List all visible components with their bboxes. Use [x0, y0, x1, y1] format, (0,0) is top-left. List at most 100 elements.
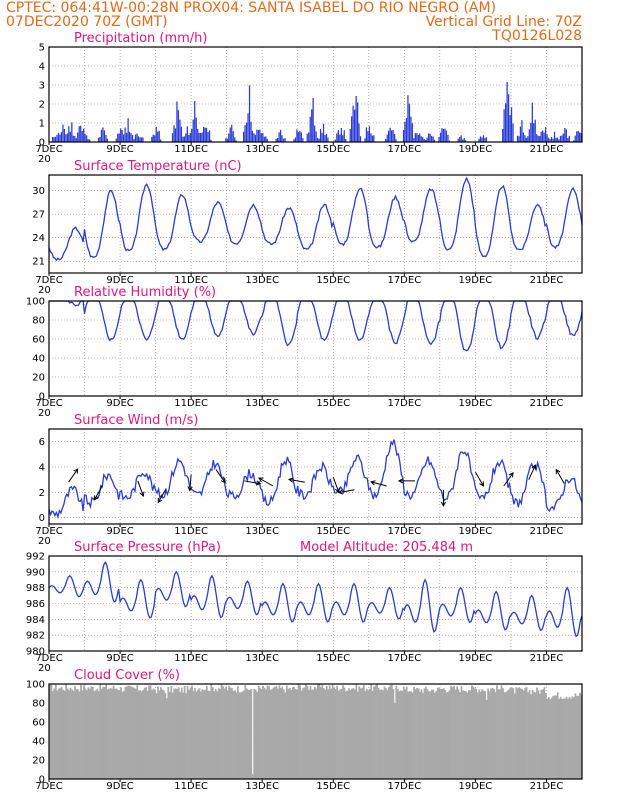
xtick-label: 15DEC [316, 144, 350, 155]
wind-arrow [440, 489, 447, 507]
cloud-bar [413, 686, 415, 779]
xtick-label: 21DEC [530, 144, 564, 155]
cloud-bar [201, 689, 204, 779]
cloud-bar [333, 687, 336, 779]
cloud-bar [450, 685, 452, 779]
cloud-bar [121, 691, 124, 779]
precip-bar [225, 138, 227, 142]
precip-bar [302, 138, 304, 142]
cloud-bar [454, 689, 457, 779]
cloud-bar [370, 684, 373, 779]
precip-bar [533, 123, 535, 142]
cloud-bar [497, 689, 500, 779]
cloud-bar [404, 689, 407, 779]
cloud-bar [152, 688, 155, 779]
precip-bar [565, 129, 567, 142]
xtick-label: 7DEC [35, 144, 62, 155]
cloud-bar [345, 691, 347, 779]
cloud-bar [226, 690, 229, 779]
cloud-bar [72, 690, 75, 779]
precip-bar [118, 133, 120, 142]
precip-bar [229, 127, 231, 142]
precip-bar [417, 135, 419, 142]
cloud-bar [100, 688, 103, 779]
ytick-label: 990 [26, 567, 45, 578]
cloud-bar [351, 688, 353, 779]
ytick-label: 60 [32, 718, 45, 729]
wind-line [48, 439, 583, 520]
precip-bar [296, 129, 298, 142]
cloud-bar [580, 694, 583, 779]
wind-arrow [68, 468, 79, 483]
precip-bar [322, 123, 325, 142]
cloud-bar [302, 688, 304, 779]
precip-bar [334, 139, 336, 142]
cloud-bar [519, 688, 522, 779]
precip-bar [278, 132, 280, 142]
cloud-bar [50, 684, 53, 779]
precip-bar [60, 132, 63, 142]
xtick-label: 7DEC [35, 653, 62, 664]
cloud-bar [505, 692, 507, 779]
precip-bar [536, 134, 538, 142]
cloud-bar [174, 688, 177, 779]
precip-bar [127, 118, 129, 142]
cloud-bar [207, 690, 210, 779]
precip-bar [87, 139, 89, 142]
ytick-label: 0 [39, 775, 45, 786]
precip-bar [299, 130, 301, 142]
precip-bar [128, 131, 131, 142]
cloud-bar [222, 686, 224, 779]
precip-bar [263, 136, 265, 142]
precip-bar [339, 134, 341, 142]
cloud-bar [311, 689, 313, 779]
cloud-bar [118, 690, 121, 779]
cloud-bar [473, 688, 476, 779]
precip-bar [542, 130, 544, 142]
precip-bar [460, 135, 462, 142]
cloud-bar [158, 690, 161, 779]
cloud-bar [211, 687, 214, 779]
xtick-stub: 20 [38, 663, 51, 674]
cloud-bar [99, 684, 102, 779]
precip-bar [174, 128, 177, 142]
xtick-label: 17DEC [387, 781, 421, 792]
cloud-bar [571, 696, 574, 779]
precip-bar [325, 133, 328, 142]
header-line2-left: 07DEC2020 70Z (GMT) [6, 14, 168, 30]
precip-bar [580, 133, 582, 142]
cloud-bar [164, 692, 167, 779]
cloud-bar [197, 689, 199, 779]
panel-title: Relative Humidity (%) [74, 285, 216, 300]
cloud-bar [78, 691, 81, 779]
panel-title: Surface Temperature (nC) [74, 159, 242, 174]
cloud-bar [259, 687, 261, 779]
precip-bar [282, 138, 285, 142]
xtick-label: 19DEC [459, 653, 493, 664]
cloud-bar [565, 697, 568, 779]
cloud-bar [553, 695, 556, 779]
precip-bar [321, 132, 323, 142]
cloud-bar [49, 684, 51, 779]
precip-bar [75, 138, 77, 142]
panel-4: 980 982 984 986 988 990 992 7DEC 9DEC 11DEC 13DEC 1… [26, 540, 583, 674]
precip-bar [367, 131, 369, 142]
ytick-label: 40 [32, 737, 45, 748]
cloud-bar [499, 689, 501, 779]
precip-bar [442, 128, 445, 142]
cloud-bar [506, 690, 509, 779]
precip-bar [126, 132, 128, 142]
ytick-label: 1 [39, 119, 45, 130]
precip-bar [68, 126, 70, 142]
precip-bar [416, 133, 418, 142]
cloud-bar [54, 684, 57, 779]
cloud-bar [219, 688, 222, 779]
cloud-bar [108, 688, 110, 779]
precip-bar [547, 137, 550, 142]
cloud-bar [417, 688, 420, 779]
precip-bar [260, 133, 262, 142]
cloud-bar [303, 687, 306, 779]
cloud-bar [52, 691, 54, 779]
wind-arrow [244, 480, 262, 486]
cloud-bar [328, 685, 331, 779]
